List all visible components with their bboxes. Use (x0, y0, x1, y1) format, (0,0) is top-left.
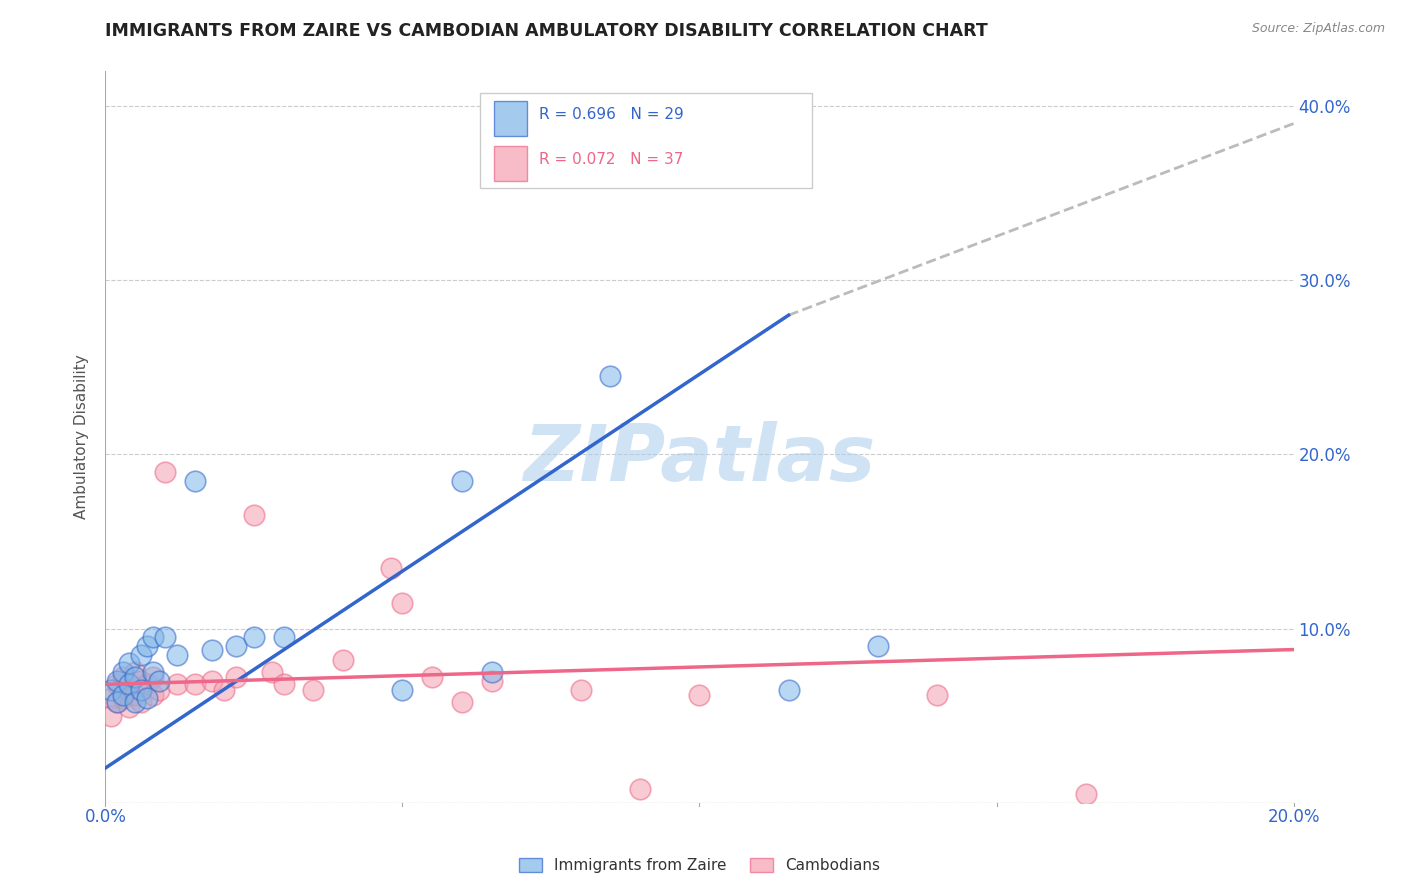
Point (1074, 787, 1097, 801)
Point (100, 708, 122, 723)
Point (183, 677, 205, 691)
Point (136, 639, 159, 653)
Point (166, 677, 188, 691)
Point (778, 682, 800, 697)
Point (142, 631, 165, 645)
Text: R = 0.072   N = 37: R = 0.072 N = 37 (538, 152, 683, 167)
Point (112, 670, 135, 684)
Point (112, 688, 135, 702)
Point (380, 560, 402, 574)
Point (628, 781, 651, 796)
Point (100, 691, 122, 706)
Point (599, 369, 621, 384)
Legend: Immigrants from Zaire, Cambodians: Immigrants from Zaire, Cambodians (513, 852, 886, 880)
Point (129, 673, 152, 688)
Point (166, 648, 188, 662)
Point (214, 682, 236, 697)
Point (201, 642, 224, 657)
Point (569, 682, 592, 697)
Point (225, 670, 247, 684)
Point (112, 691, 135, 706)
Text: Source: ZipAtlas.com: Source: ZipAtlas.com (1251, 22, 1385, 36)
Point (124, 695, 146, 709)
Point (105, 695, 128, 709)
Point (481, 673, 503, 688)
Point (118, 657, 141, 671)
Point (225, 639, 247, 653)
FancyBboxPatch shape (479, 94, 813, 188)
Point (129, 695, 152, 709)
Point (124, 670, 146, 684)
Point (420, 670, 443, 684)
Point (118, 682, 141, 697)
Text: IMMIGRANTS FROM ZAIRE VS CAMBODIAN AMBULATORY DISABILITY CORRELATION CHART: IMMIGRANTS FROM ZAIRE VS CAMBODIAN AMBUL… (105, 22, 988, 40)
Point (153, 465, 176, 479)
Point (118, 677, 141, 691)
Point (142, 665, 165, 680)
Point (136, 691, 159, 706)
Point (129, 682, 152, 697)
Point (243, 631, 266, 645)
Point (148, 682, 170, 697)
Point (201, 673, 224, 688)
Point (302, 682, 325, 697)
Point (124, 688, 146, 702)
Point (112, 665, 135, 680)
Point (105, 695, 128, 709)
Point (118, 700, 141, 714)
Point (142, 670, 165, 684)
Point (689, 688, 711, 702)
Point (273, 677, 295, 691)
Point (100, 682, 122, 697)
Point (105, 673, 128, 688)
Point (481, 665, 503, 680)
Point (391, 682, 413, 697)
Point (124, 665, 146, 680)
Point (183, 474, 205, 488)
Point (153, 631, 176, 645)
Point (260, 665, 283, 680)
Point (148, 673, 170, 688)
Point (332, 653, 354, 667)
Point (136, 677, 159, 691)
Text: R = 0.696   N = 29: R = 0.696 N = 29 (538, 107, 683, 122)
Point (927, 688, 949, 702)
Point (129, 648, 152, 662)
Point (273, 631, 295, 645)
Bar (494, 101, 527, 136)
Y-axis label: Ambulatory Disability: Ambulatory Disability (75, 355, 90, 519)
Point (450, 474, 472, 488)
Text: ZIPatlas: ZIPatlas (523, 421, 876, 497)
Point (450, 695, 472, 709)
Point (866, 639, 889, 653)
Bar (494, 145, 527, 181)
Point (391, 595, 413, 609)
Point (105, 677, 128, 691)
Point (142, 688, 165, 702)
Point (243, 508, 266, 523)
